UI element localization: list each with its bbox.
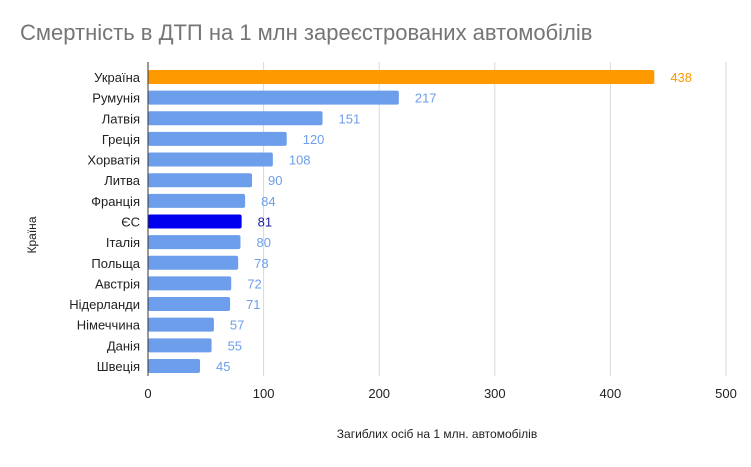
category-label: Польща	[91, 256, 140, 271]
category-label: Латвія	[102, 111, 140, 126]
category-label: ЄС	[121, 214, 140, 229]
x-tick-label: 400	[600, 386, 622, 401]
x-tick-label: 0	[144, 386, 151, 401]
bar	[148, 173, 253, 188]
bar	[148, 193, 246, 208]
x-tick-label: 500	[715, 386, 737, 401]
category-label: Литва	[104, 173, 141, 188]
category-label: Італія	[106, 235, 140, 250]
bar	[148, 152, 273, 167]
bar	[148, 358, 201, 373]
x-tick-label: 100	[253, 386, 275, 401]
data-label: 57	[230, 318, 244, 333]
bar	[148, 111, 323, 126]
category-label: Україна	[94, 70, 141, 85]
bar	[148, 297, 231, 312]
data-label: 217	[415, 91, 437, 106]
data-label: 55	[228, 338, 242, 353]
bar	[148, 317, 214, 332]
data-label: 108	[289, 153, 311, 168]
category-label: Франція	[91, 194, 140, 209]
data-label: 84	[261, 194, 275, 209]
category-label: Швеція	[97, 359, 140, 374]
x-axis-title: Загиблих осіб на 1 млн. автомобілів	[337, 427, 537, 441]
data-label: 45	[216, 359, 230, 374]
category-label: Німеччина	[77, 318, 141, 333]
bar	[148, 276, 232, 291]
data-label: 90	[268, 173, 282, 188]
y-axis-title: Країна	[25, 216, 39, 253]
data-label: 438	[670, 70, 692, 85]
bar	[148, 214, 242, 229]
category-label: Греція	[102, 132, 140, 147]
chart-title: Смертність в ДТП на 1 млн зареєстрованих…	[20, 20, 593, 45]
bar	[148, 338, 212, 353]
x-tick-label: 200	[368, 386, 390, 401]
x-tick-label: 300	[484, 386, 506, 401]
category-label: Хорватія	[87, 153, 140, 168]
data-label: 72	[247, 276, 261, 291]
data-label: 80	[256, 235, 270, 250]
bar	[148, 70, 655, 84]
data-label: 71	[246, 297, 260, 312]
data-label: 78	[254, 256, 268, 271]
bar	[148, 90, 399, 105]
data-label: 151	[339, 111, 361, 126]
bar	[148, 255, 239, 270]
category-label: Нідерланди	[69, 297, 140, 312]
bar	[148, 235, 241, 250]
bar	[148, 131, 287, 146]
category-label: Румунія	[92, 91, 140, 106]
category-label: Австрія	[95, 276, 140, 291]
category-label: Данія	[107, 338, 140, 353]
data-label: 81	[258, 214, 272, 229]
data-label: 120	[303, 132, 325, 147]
